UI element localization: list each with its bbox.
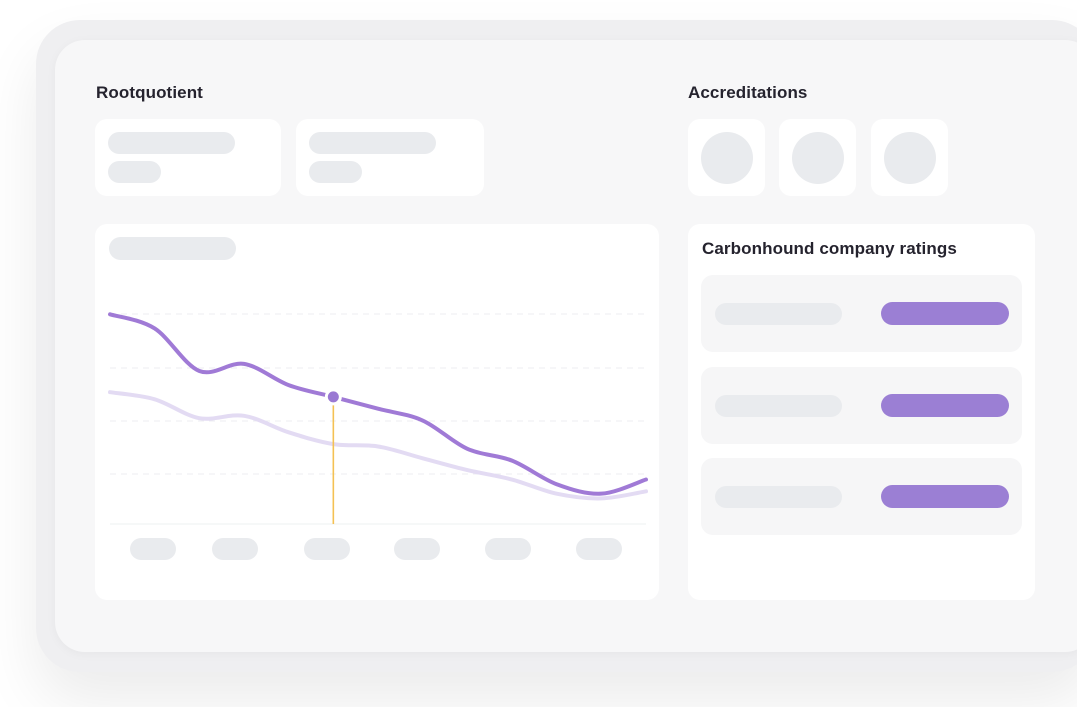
- stat-card-1-value-skeleton: [108, 132, 235, 154]
- x-tick-label-skeleton: [394, 538, 440, 560]
- badge-placeholder-icon: [701, 132, 753, 184]
- accreditations-title: Accreditations: [688, 83, 808, 102]
- rootquotient-title: Rootquotient: [96, 83, 203, 102]
- rating-bar: [881, 394, 1009, 417]
- stat-card-2-label-skeleton: [309, 161, 362, 183]
- hover-marker-dot[interactable]: [324, 388, 342, 406]
- rating-bar: [881, 485, 1009, 508]
- x-tick-label-skeleton: [304, 538, 350, 560]
- chart-title-skeleton: [109, 237, 236, 260]
- stat-card-1-label-skeleton: [108, 161, 161, 183]
- x-tick-label-skeleton: [212, 538, 258, 560]
- accreditation-badge-1[interactable]: [688, 119, 765, 196]
- rating-row-2[interactable]: [701, 367, 1022, 444]
- badge-placeholder-icon: [884, 132, 936, 184]
- series-line-primary: [108, 312, 648, 496]
- badge-placeholder-icon: [792, 132, 844, 184]
- rating-row-3[interactable]: [701, 458, 1022, 535]
- rating-label-skeleton: [715, 303, 842, 325]
- x-tick-label-skeleton: [485, 538, 531, 560]
- rating-bar: [881, 302, 1009, 325]
- rating-row-1[interactable]: [701, 275, 1022, 352]
- stat-card-2[interactable]: [296, 119, 484, 196]
- accreditation-badge-2[interactable]: [779, 119, 856, 196]
- x-tick-label-skeleton: [130, 538, 176, 560]
- rating-label-skeleton: [715, 486, 842, 508]
- accreditation-badge-3[interactable]: [871, 119, 948, 196]
- stat-card-1[interactable]: [95, 119, 281, 196]
- rating-label-skeleton: [715, 395, 842, 417]
- stat-card-2-value-skeleton: [309, 132, 436, 154]
- ratings-title: Carbonhound company ratings: [702, 239, 957, 258]
- chart-card: [95, 224, 659, 600]
- series-line-secondary: [108, 390, 648, 501]
- x-tick-label-skeleton: [576, 538, 622, 560]
